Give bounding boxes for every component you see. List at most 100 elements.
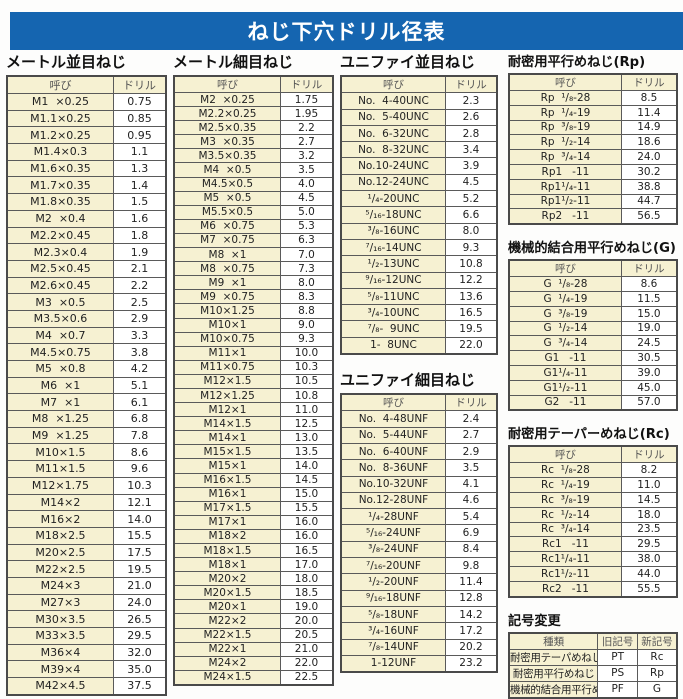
drill-value-cell: 1.6	[112, 209, 167, 228]
metric-coarse-column: メートル並目ねじ 呼び ドリル M1 ×0.25 0.75 M1.1×0.25 0.85 M…	[6, 51, 167, 696]
thread-designation-cell: M18×1	[173, 557, 281, 573]
table-row: M4 ×0.7 3.3	[6, 326, 167, 345]
drill-value-cell: 5.1	[112, 376, 167, 395]
thread-designation-cell: Rc1¹/₂-11	[508, 565, 622, 582]
thread-designation-cell: M8 ×1	[173, 247, 281, 263]
table-row: No. 5-44UNF 2.7	[340, 426, 498, 444]
thread-designation-cell: Rp1 -11	[508, 163, 622, 180]
drill-value-cell: 10.3	[112, 476, 167, 495]
thread-designation-cell: M17×1	[173, 514, 281, 530]
drill-value-cell: 7.0	[279, 247, 334, 263]
thread-designation-cell: M1 ×0.25	[6, 93, 114, 111]
thread-designation-cell: Rc2 -11	[508, 580, 622, 598]
table-row: ³/₈-24UNF 8.4	[340, 540, 498, 559]
table-row: M33×3.5 29.5	[6, 627, 167, 645]
table-row: ¹/₂-20UNF 11.4	[340, 573, 498, 591]
thread-designation-cell: ³/₈-24UNF	[340, 540, 446, 559]
thread-designation-cell: M1.7×0.35	[6, 176, 114, 195]
table-row: M16×1.5 14.5	[173, 472, 334, 488]
thread-designation-cell: M22×1	[173, 641, 281, 657]
table-row: M18×1.5 16.5	[173, 542, 334, 559]
table-row: ⁹/₁₆-12UNC 12.2	[340, 271, 498, 289]
thread-designation-cell: ⁵/₈-18UNF	[340, 605, 446, 624]
table-row: M14×1 13.0	[173, 430, 334, 446]
drill-value-cell: 1.1	[112, 143, 167, 161]
thread-designation-cell: M8 ×1.25	[6, 410, 114, 428]
drill-value-cell: 29.5	[620, 536, 678, 553]
thread-designation-cell: M12×1.75	[6, 476, 114, 495]
thread-designation-cell: M12×1.25	[173, 387, 281, 404]
table-row: G ³/₈-19 15.0	[508, 305, 678, 322]
table-row: M16×2 14.0	[6, 510, 167, 528]
thread-designation-cell: M18×2.5	[6, 526, 114, 545]
drill-value-cell: 2.9	[444, 442, 498, 461]
table-row: M9 ×1.25 7.8	[6, 426, 167, 445]
thread-designation-cell: M11×0.75	[173, 359, 281, 375]
table-row: M10×0.75 9.3	[173, 331, 334, 347]
thread-designation-cell: M4 ×0.5	[173, 162, 281, 178]
thread-designation-cell: M1.4×0.3	[6, 143, 114, 161]
table-row: ⁵/₁₆-18UNC 6.6	[340, 206, 498, 224]
unified-coarse-title: ユニファイ並目ねじ	[340, 53, 476, 71]
thread-designation-cell: G ³/₈-19	[508, 305, 622, 322]
drill-value-cell: 14.5	[279, 472, 334, 488]
table-row: Rc ³/₈-19 14.5	[508, 491, 678, 508]
thread-designation-cell: M18×2	[173, 528, 281, 545]
thread-designation-cell: M9 ×1	[173, 275, 281, 291]
drill-value-cell: 4.0	[279, 176, 334, 192]
drill-value-cell: 6.9	[444, 524, 498, 542]
thread-designation-cell: G ¹/₂-14	[508, 320, 622, 337]
table-row: M8 ×1 7.0	[173, 247, 334, 263]
thread-designation-cell: M2 ×0.25	[173, 91, 281, 108]
thread-designation-cell: ¹/₂-20UNF	[340, 573, 446, 591]
table-row: M8 ×0.75 7.3	[173, 261, 334, 277]
table-row: M27×3 24.0	[6, 593, 167, 612]
drill-value-cell: 8.8	[279, 303, 334, 319]
drill-value-cell: 3.5	[444, 459, 498, 477]
table-row: Rc1 -11 29.5	[508, 536, 678, 553]
thread-designation-cell: M24×3	[6, 576, 114, 595]
thread-designation-cell: M7 ×0.75	[173, 232, 281, 249]
thread-designation-cell: ¹/₄-20UNC	[340, 190, 446, 208]
table-row: ⁷/₈- 9UNC 19.5	[340, 320, 498, 338]
drill-value-cell: 21.0	[112, 576, 167, 595]
drill-value-cell: 1.9	[112, 243, 167, 261]
drill-value-cell: 11.5	[620, 290, 678, 307]
drill-value-cell: 19.0	[279, 599, 334, 615]
column-header: 呼び	[340, 393, 446, 412]
table-row: M22×2.5 19.5	[6, 560, 167, 578]
table-row: 1-12UNF 23.2	[340, 654, 498, 673]
thread-designation-cell: M5 ×0.8	[6, 360, 114, 378]
table-row: M9 ×1 8.0	[173, 275, 334, 291]
drill-value-cell: 6.8	[112, 410, 167, 428]
thread-designation-cell: No.10-32UNF	[340, 475, 446, 493]
thread-designation-cell: No.12-24UNC	[340, 173, 446, 192]
table-row: M18×2 16.0	[173, 528, 334, 545]
drill-value-cell: 2.8	[444, 124, 498, 143]
thread-designation-cell: ¹/₂-13UNC	[340, 255, 446, 273]
table-row: M7 ×1 6.1	[6, 393, 167, 412]
drill-value-cell: 8.6	[112, 443, 167, 462]
drill-value-cell: 13.0	[279, 430, 334, 446]
drill-value-cell: 12.2	[444, 271, 498, 289]
table-row: M14×2 12.1	[6, 493, 167, 512]
drill-value-cell: 11.0	[279, 402, 334, 418]
drill-value-cell: 22.0	[279, 655, 334, 671]
table-row: M2.5×0.35 2.2	[173, 120, 334, 136]
symbol-change-table: 種類 旧記号 新記号 耐密用テーパめねじ PT Rc 耐密用平行めねじ PS Rp 機械的結合用平…	[508, 631, 678, 699]
thread-designation-cell: M4.5×0.75	[6, 343, 114, 361]
drill-value-cell: 8.0	[444, 222, 498, 240]
table-row: M3.5×0.35 3.2	[173, 148, 334, 164]
table-row: 耐密用テーパめねじ PT Rc	[508, 648, 678, 666]
thread-designation-cell: M22×2.5	[6, 560, 114, 578]
table-row: No.10-32UNF 4.1	[340, 475, 498, 493]
page-title: ねじ下穴ドリル径表	[247, 20, 446, 44]
table-row: Rc ³/₄-14 23.5	[508, 521, 678, 538]
table-row: M17×1.5 15.5	[173, 500, 334, 516]
table-row: 1- 8UNC 22.0	[340, 336, 498, 355]
table-row: No. 6-32UNC 2.8	[340, 124, 498, 143]
drill-value-cell: 8.4	[444, 540, 498, 559]
table-row: ³/₄-10UNC 16.5	[340, 304, 498, 322]
table-row: Rp1 -11 30.2	[508, 163, 678, 180]
drill-value-cell: 17.0	[279, 557, 334, 573]
